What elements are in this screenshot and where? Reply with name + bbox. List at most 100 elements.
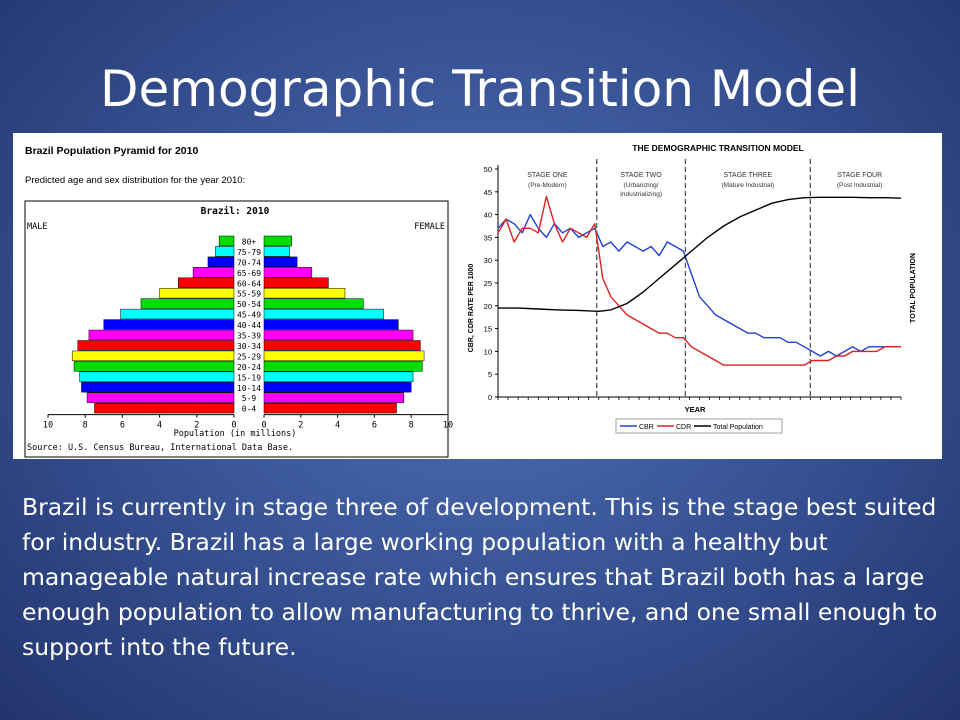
pyramid-bar-female	[263, 402, 397, 414]
dtm-y-tick-label: 35	[484, 233, 492, 242]
pyramid-bar-male	[73, 361, 235, 372]
pyramid-age-label: 0-4	[242, 405, 257, 414]
pyramid-bar-female	[263, 371, 414, 382]
pyramid-tick-label: 6	[372, 421, 377, 431]
dtm-stage-desc: (Urbanizing/	[624, 182, 659, 189]
pyramid-bar-male	[218, 235, 235, 247]
chart-figure: Brazil Population Pyramid for 2010 Predi…	[13, 133, 942, 459]
pyramid-bar-male	[177, 277, 235, 288]
pyramid-tick-label: 4	[335, 421, 340, 431]
pyramid-bar-female	[263, 308, 384, 320]
pyramid-tick-label: 8	[83, 421, 88, 431]
pyramid-bar-female	[263, 235, 292, 247]
pyramid-tick-label: 2	[298, 421, 303, 431]
pyramid-age-label: 65-69	[237, 269, 261, 278]
pyramid-bar-male	[215, 246, 235, 257]
dtm-stage-name: STAGE ONE	[527, 172, 568, 179]
pyramid-age-label: 20-24	[237, 363, 261, 372]
pyramid-x-axis-label: Population (in millions)	[174, 429, 297, 439]
pyramid-bar-female	[263, 298, 364, 309]
legend-box	[615, 418, 783, 434]
dtm-stage-desc: Industrializing)	[620, 191, 662, 198]
pyramid-female-label: FEMALE	[414, 222, 445, 232]
pyramid-age-label: 10-14	[237, 384, 261, 393]
pyramid-bar-male	[88, 329, 235, 341]
pyramid-bar-male	[77, 340, 235, 351]
pyramid-age-label: 75-79	[237, 248, 261, 257]
pyramid-age-label: 50-54	[237, 300, 261, 309]
dtm-stage-desc: (Pre-Modern)	[528, 182, 567, 189]
pyramid-title: Brazil Population Pyramid for 2010	[25, 145, 198, 157]
legend-cdr-label: CDR	[676, 424, 691, 431]
dtm-stage-desc: (Mature Industrial)	[721, 182, 774, 189]
pyramid-age-label: 45-49	[237, 311, 261, 320]
legend-total-label: Total Population	[713, 424, 763, 431]
dtm-y-axis-label: CBR, CDR RATE PER 1000	[468, 264, 475, 353]
pyramid-inner-title: Brazil: 2010	[201, 206, 270, 217]
pyramid-bar-female	[263, 382, 412, 393]
pyramid-bar-male	[140, 298, 235, 309]
pyramid-tick-label: 10	[43, 421, 53, 431]
pyramid-bar-female	[263, 361, 423, 372]
pyramid-tick-label: 8	[409, 421, 414, 431]
pyramid-subtitle: Predicted age and sex distribution for t…	[25, 175, 245, 186]
pyramid-age-label: 40-44	[237, 321, 261, 330]
dtm-y-tick-label: 50	[484, 165, 492, 174]
pyramid-male-label: MALE	[27, 222, 47, 232]
pyramid-age-label: 35-39	[237, 332, 261, 341]
pyramid-bar-male	[207, 256, 235, 268]
pyramid-bar-male	[120, 308, 235, 320]
pyramid-tick-label: 2	[194, 421, 199, 431]
dtm-stage-name: STAGE FOUR	[837, 172, 882, 179]
slide-title: Demographic Transition Model	[99, 60, 860, 118]
body-paragraph: Brazil is currently in stage three of de…	[22, 493, 938, 661]
pyramid-tick-label: 0	[261, 421, 266, 431]
pyramid-age-label: 5-9	[242, 394, 257, 403]
pyramid-bar-male	[86, 392, 235, 403]
dtm-series-total-population	[498, 196, 902, 313]
pyramid-tick-label: 4	[157, 421, 162, 431]
dtm-stage-name: STAGE TWO	[620, 172, 662, 179]
pyramid-age-label: 60-64	[237, 279, 261, 288]
pyramid-bar-female	[263, 319, 399, 330]
pyramid-bar-female	[263, 340, 421, 351]
dtm-y-tick-label: 40	[484, 211, 492, 220]
dtm-y-tick-label: 5	[488, 370, 492, 379]
pyramid-bar-female	[263, 246, 291, 257]
dtm-y-tick-label: 30	[484, 256, 492, 265]
pyramid-tick-label: 0	[231, 421, 236, 431]
pyramid-bar-female	[263, 277, 329, 288]
pyramid-bar-female	[263, 392, 405, 403]
dtm-title: THE DEMOGRAPHIC TRANSITION MODEL	[632, 143, 803, 153]
pyramid-tick-label: 6	[120, 421, 125, 431]
pyramid-age-label: 55-59	[237, 290, 261, 299]
dtm-legend: CBR CDR Total Population	[615, 418, 783, 434]
dtm-y-tick-label: 0	[488, 393, 492, 402]
pyramid-bar-female	[263, 267, 313, 278]
pyramid-bar-male	[159, 288, 235, 299]
dtm-right-axis-label: TOTAL POPULATION	[910, 253, 917, 323]
pyramid-bar-male	[94, 402, 235, 414]
dtm-y-tick-label: 25	[484, 279, 492, 288]
pyramid-bar-female	[263, 288, 346, 299]
dtm-y-tick-label: 20	[484, 302, 492, 311]
pyramid-tick-label: 10	[443, 421, 453, 431]
pyramid-age-label: 30-34	[237, 342, 261, 351]
pyramid-bar-female	[263, 256, 298, 268]
pyramid-bar-male	[103, 319, 235, 330]
dtm-y-tick-label: 10	[484, 347, 492, 356]
pyramid-age-label: 15-19	[237, 373, 261, 382]
pyramid-bar-female	[263, 350, 425, 362]
pyramid-bar-male	[71, 350, 235, 362]
population-pyramid-chart: Brazil Population Pyramid for 2010 Predi…	[24, 145, 453, 458]
dtm-y-tick-label: 45	[484, 188, 492, 197]
dtm-stage-name: STAGE THREE	[723, 172, 772, 179]
pyramid-age-label: 25-29	[237, 352, 261, 361]
pyramid-source: Source: U.S. Census Bureau, Internationa…	[27, 443, 293, 453]
dtm-series-cbr	[497, 213, 901, 357]
pyramid-bar-female	[263, 329, 414, 341]
dtm-series-cdr	[497, 195, 901, 366]
pyramid-age-label: 70-74	[237, 258, 261, 267]
pyramid-bar-male	[79, 371, 235, 382]
pyramid-bar-male	[81, 382, 235, 393]
